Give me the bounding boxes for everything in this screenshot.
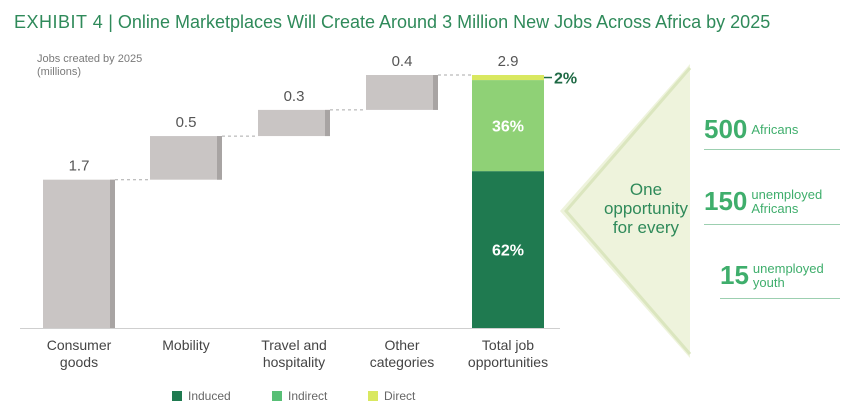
segment-label: 36% <box>492 119 524 136</box>
callout-chevron-edge <box>564 67 692 355</box>
data-label: 0.4 <box>392 53 413 70</box>
callout-label-line: unemployed <box>751 186 823 202</box>
legend-label: Direct <box>384 389 416 403</box>
waterfall-bar-shade <box>433 75 438 110</box>
waterfall-bar-shade <box>325 109 330 137</box>
callout-number: 500 <box>704 114 748 144</box>
callout-label-line: Africans <box>751 200 799 216</box>
callout-label: Africans <box>751 121 799 137</box>
chart-title: EXHIBIT 4 | Online Marketplaces Will Cre… <box>14 12 770 33</box>
callout-item-500: 500 Africans <box>704 114 798 145</box>
y-axis-label: (millions) <box>37 66 81 78</box>
x-tick-label: Travel and <box>261 337 327 353</box>
callout-divider <box>720 298 840 299</box>
x-tick-label: Consumer <box>47 337 112 353</box>
waterfall-bar <box>43 179 115 328</box>
callout-label: unemployed Africans <box>751 186 823 216</box>
callout-item-150: 150 unemployed Africans <box>704 186 822 217</box>
x-tick-label: Other <box>384 337 419 353</box>
callout-item-15: 15 unemployed youth <box>720 260 824 291</box>
segment-direct <box>472 75 544 81</box>
x-tick-label: categories <box>370 354 435 370</box>
legend-swatch <box>172 391 182 401</box>
exhibit-label: EXHIBIT 4 <box>14 12 104 32</box>
title-separator: | <box>108 12 113 32</box>
y-axis-label: Jobs created by 2025 <box>37 53 142 65</box>
waterfall-bar <box>258 109 330 137</box>
callout-label-line: unemployed <box>752 260 824 276</box>
x-tick-label: goods <box>60 354 98 370</box>
segment-indirect <box>472 80 544 172</box>
callout-number: 15 <box>720 260 749 290</box>
data-label: 1.7 <box>69 158 90 175</box>
x-tick-label: Total job <box>482 337 534 353</box>
callout-divider <box>704 149 840 150</box>
callout-label-line: Africans <box>751 121 799 137</box>
x-tick-label: opportunities <box>468 354 548 370</box>
waterfall-bar-shade <box>110 179 115 328</box>
callout-label: unemployed youth <box>752 260 824 290</box>
waterfall-bar <box>150 136 222 180</box>
segment-induced <box>472 171 544 328</box>
callout-heading-line: One <box>629 180 663 199</box>
data-label: 0.3 <box>284 88 305 105</box>
waterfall-bar <box>366 75 438 110</box>
callout-label-line: youth <box>752 274 785 290</box>
callout-heading-line: opportunity <box>603 199 689 218</box>
callout-number: 150 <box>704 186 748 216</box>
x-tick-label: Mobility <box>162 337 209 353</box>
callout-heading-line: for every <box>612 218 680 237</box>
title-text: Online Marketplaces Will Create Around 3… <box>117 12 771 32</box>
waterfall-bar-shade <box>217 136 222 180</box>
segment-label: 2% <box>554 71 577 88</box>
legend-label: Indirect <box>288 389 328 403</box>
x-tick-label: hospitality <box>263 354 325 370</box>
callout-divider <box>704 224 840 225</box>
callout-background <box>560 64 690 358</box>
legend-swatch <box>272 391 282 401</box>
legend-label: Induced <box>188 389 231 403</box>
legend-swatch <box>368 391 378 401</box>
data-label: 0.5 <box>176 114 197 131</box>
segment-label: 62% <box>492 243 524 260</box>
callout-heading: One opportunity for every <box>578 180 714 237</box>
data-label: 2.9 <box>498 53 519 70</box>
